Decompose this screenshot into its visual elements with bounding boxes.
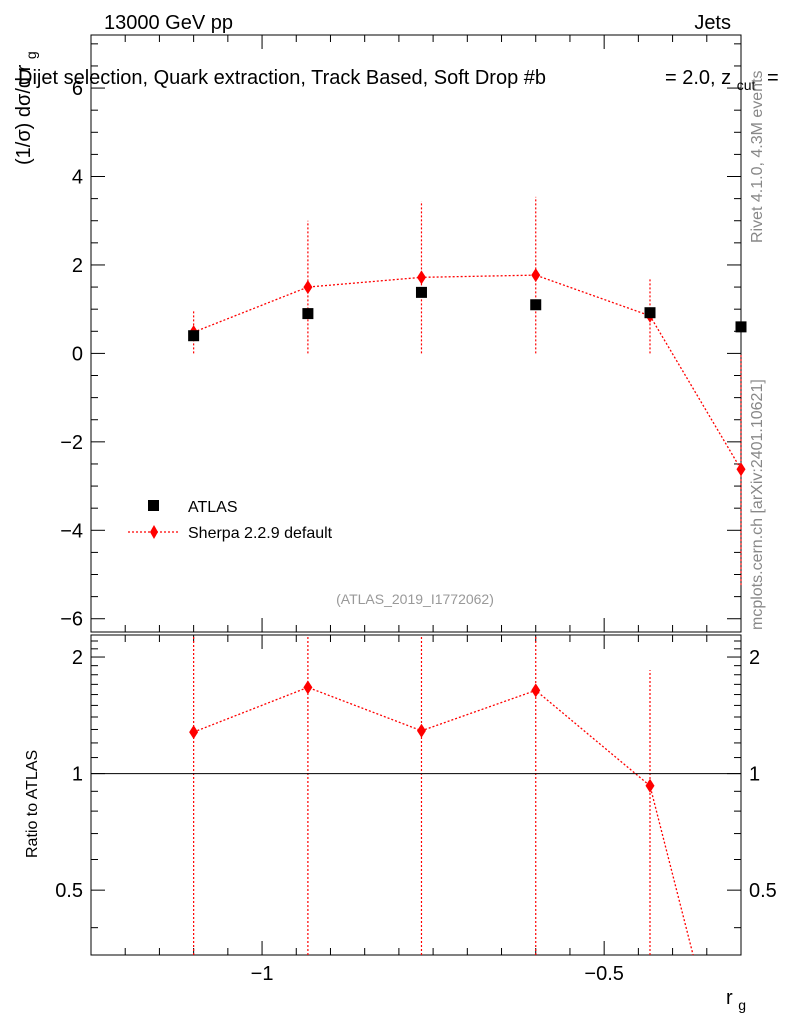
ratio-point (189, 725, 199, 740)
ratio-y-tick-label: 2 (72, 647, 83, 669)
ratio-y-tick-label: 0.5 (55, 880, 83, 902)
ratio-y-axis-label: Ratio to ATLAS (24, 750, 41, 858)
mc-point (736, 462, 746, 477)
legend: ATLAS Sherpa 2.2.9 default (128, 499, 333, 542)
main-y-tick-label: 6 (72, 78, 83, 100)
data-point (644, 307, 656, 319)
mc-point (416, 270, 426, 285)
mc-line (193, 274, 742, 470)
main-y-tick-label: −4 (60, 520, 83, 542)
analysis-id: (ATLAS_2019_I1772062) (336, 591, 494, 607)
main-y-tick-label: 0 (72, 343, 83, 365)
process-label: Jets (694, 12, 731, 34)
ratio-point (531, 683, 541, 698)
data-point (530, 299, 542, 311)
main-y-tick-label: −2 (60, 432, 83, 454)
mc-point (303, 280, 313, 295)
collision-label: 13000 GeV pp (104, 12, 233, 34)
legend-label-sherpa: Sherpa 2.2.9 default (188, 525, 333, 542)
legend-marker-sherpa (150, 525, 158, 539)
ratio-y-tick-label: 1 (72, 764, 83, 786)
x-tick-label: −0.5 (584, 963, 623, 985)
data-point (188, 330, 200, 342)
ratio-plot-frame (90, 634, 742, 956)
legend-label-atlas: ATLAS (188, 499, 238, 516)
main-axis-ticks (90, 35, 742, 632)
ratio-y-tick-label-right: 0.5 (749, 880, 777, 902)
ratio-point (303, 680, 313, 695)
data-point (302, 308, 314, 320)
plot-title-tail: = 2.0, z (665, 67, 731, 89)
plot-title-main: Dijet selection, Quark extraction, Track… (18, 67, 546, 89)
main-data-series (188, 286, 747, 342)
x-tick-labels: −1 −0.5 (251, 963, 624, 985)
main-y-tick-label: 4 (72, 167, 83, 189)
mcplots-label: mcplots.cern.ch [arXiv:2401.10621] (749, 379, 766, 630)
main-y-axis-label: (1/σ) dσ/d r g (13, 51, 39, 165)
ratio-line (193, 686, 694, 956)
x-tick-label: −1 (251, 963, 274, 985)
main-y-tick-label: 2 (72, 255, 83, 277)
rivet-label: Rivet 4.1.0, 4.3M events (749, 70, 766, 243)
x-axis-label-text: r (726, 987, 733, 1009)
ratio-point (645, 778, 655, 793)
ratio-y-tick-label-right: 1 (749, 764, 760, 786)
x-axis-label: r g (726, 987, 746, 1013)
main-y-axis-label-text: (1/σ) dσ/d r (13, 64, 35, 165)
ratio-point (416, 723, 426, 738)
main-plot-frame (90, 34, 742, 633)
legend-marker-atlas (148, 500, 159, 511)
ratio-y-tick-labels: 0.5 0.5 1 1 2 2 (55, 647, 777, 902)
mc-point (531, 268, 541, 283)
plot-title: Dijet selection, Quark extraction, Track… (18, 67, 779, 95)
ratio-axis-ticks (90, 635, 742, 955)
main-y-tick-label: −6 (60, 609, 83, 631)
data-point (735, 321, 747, 333)
main-y-axis-label-sub: g (23, 51, 39, 59)
plot-title-tail-end: = (767, 67, 779, 89)
main-y-tick-labels: −6 −4 −2 0 2 4 6 (60, 78, 83, 631)
data-point (415, 286, 427, 298)
x-axis-label-sub: g (738, 997, 746, 1013)
ratio-mc-series (189, 635, 694, 956)
ratio-y-tick-label-right: 2 (749, 647, 760, 669)
